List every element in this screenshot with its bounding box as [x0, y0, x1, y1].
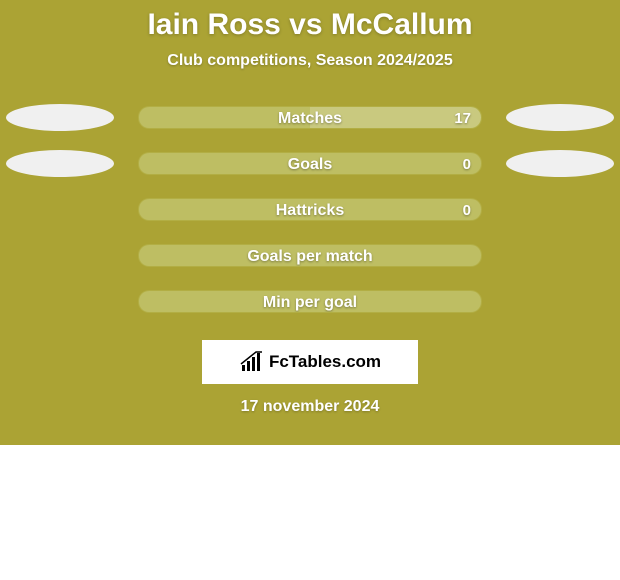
stat-rows-container: Matches17Goals0Hattricks0Goals per match…	[0, 100, 620, 330]
stat-label: Goals	[139, 153, 481, 175]
subtitle: Club competitions, Season 2024/2025	[0, 52, 620, 70]
stat-label: Hattricks	[139, 199, 481, 221]
fctables-logo: FcTables.com	[239, 351, 381, 373]
comparison-card: Iain Ross vs McCallum Club competitions,…	[0, 0, 620, 445]
stat-bar: Hattricks0	[138, 198, 482, 221]
stat-label: Goals per match	[139, 245, 481, 267]
stat-value-right: 17	[454, 107, 471, 129]
date-text: 17 november 2024	[0, 398, 620, 416]
logo-box: FcTables.com	[202, 340, 418, 384]
chart-icon	[239, 351, 265, 373]
stat-row: Min per goal	[0, 284, 620, 330]
stat-label: Min per goal	[139, 291, 481, 313]
stat-bar: Matches17	[138, 106, 482, 129]
page-title: Iain Ross vs McCallum	[0, 8, 620, 42]
stat-row: Goals per match	[0, 238, 620, 284]
player-ellipse-right	[506, 150, 614, 177]
stat-bar: Goals per match	[138, 244, 482, 267]
player-ellipse-left	[6, 150, 114, 177]
stat-bar: Min per goal	[138, 290, 482, 313]
stat-label: Matches	[139, 107, 481, 129]
stat-value-right: 0	[463, 153, 471, 175]
stat-row: Goals0	[0, 146, 620, 192]
stat-row: Matches17	[0, 100, 620, 146]
player-ellipse-left	[6, 104, 114, 131]
stat-bar: Goals0	[138, 152, 482, 175]
stat-value-right: 0	[463, 199, 471, 221]
player-ellipse-right	[506, 104, 614, 131]
stat-row: Hattricks0	[0, 192, 620, 238]
logo-text: FcTables.com	[269, 352, 381, 372]
